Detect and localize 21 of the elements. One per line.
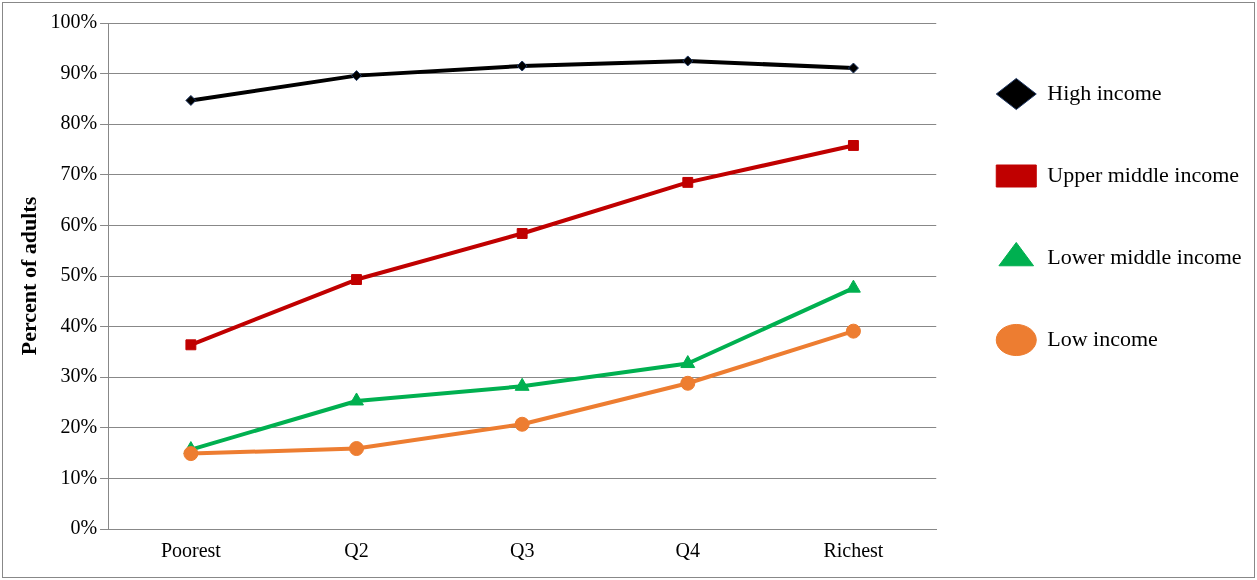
y-tick-label: 0% bbox=[70, 516, 98, 539]
legend-label: Upper middle income bbox=[1047, 161, 1240, 187]
y-tick-label: 20% bbox=[60, 415, 98, 438]
legend-label: Low income bbox=[1047, 325, 1158, 351]
legend-label: Lower middle income bbox=[1047, 243, 1242, 269]
x-tick-label: Q2 bbox=[344, 539, 369, 562]
y-tick-label: 30% bbox=[60, 364, 98, 387]
legend-label: High income bbox=[1047, 79, 1162, 105]
x-tick-label: Q4 bbox=[675, 539, 701, 562]
y-tick-label: 60% bbox=[60, 212, 98, 235]
x-tick-label: Q3 bbox=[509, 539, 535, 562]
x-tick-label: Poorest bbox=[160, 539, 222, 562]
y-tick-label: 70% bbox=[60, 162, 98, 185]
y-tick-label: 50% bbox=[60, 263, 98, 286]
y-axis-title: Percent of adults bbox=[15, 196, 41, 356]
y-tick-label: 100% bbox=[50, 10, 98, 33]
y-tick-label: 40% bbox=[60, 313, 98, 336]
y-tick-label: 90% bbox=[60, 60, 98, 83]
y-tick-label: 80% bbox=[60, 111, 98, 134]
y-tick-label: 10% bbox=[60, 465, 98, 488]
x-tick-label: Richest bbox=[823, 539, 884, 562]
